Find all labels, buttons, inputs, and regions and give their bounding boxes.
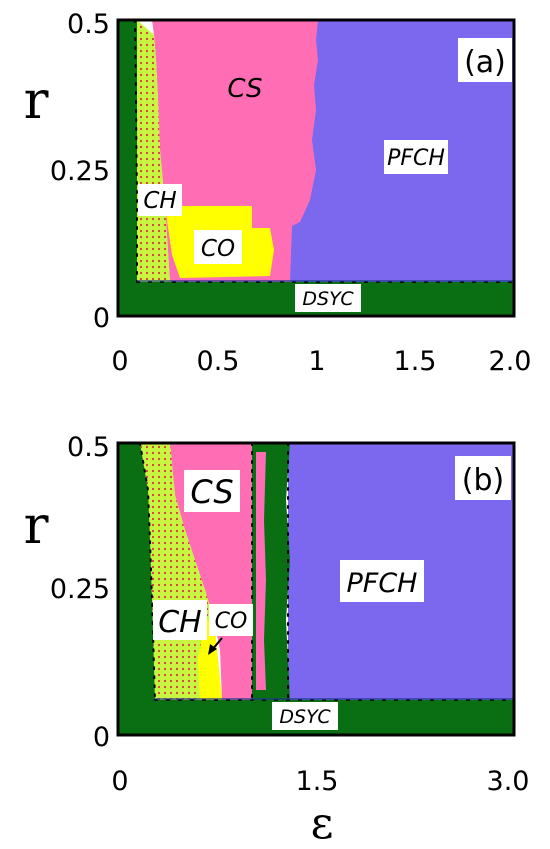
panel-b-region-dsyc bbox=[118, 443, 514, 735]
panel-b-label-co: CO bbox=[215, 609, 248, 634]
panel-b-ytick-label: 0.5 bbox=[67, 432, 110, 463]
panel-a-y-ticks: 0 0.25 0.5 bbox=[50, 9, 110, 334]
panel-b-regions bbox=[118, 443, 514, 735]
panel-b-x-ticks: 0 1.5 3.0 bbox=[111, 766, 529, 797]
panel-a-xtick-label: 1.5 bbox=[394, 346, 437, 377]
panel-a-xtick-label: 1 bbox=[308, 346, 325, 377]
panel-b-label-dsyc-box bbox=[272, 702, 338, 730]
panel-b-label-cs: CS bbox=[190, 473, 233, 511]
panel-a-label-pfch: PFCH bbox=[387, 146, 445, 171]
panel-b-label-ch: CH bbox=[158, 605, 202, 640]
panel-b-xtick-label: 3.0 bbox=[487, 766, 530, 797]
panel-a-label-dsyc-box bbox=[295, 284, 361, 312]
panel-a-label-co-box bbox=[194, 230, 242, 264]
panel-b-frame bbox=[116, 441, 516, 737]
panel-a-label-ch: CH bbox=[143, 188, 176, 214]
panel-b-ytick-label: 0.25 bbox=[50, 574, 110, 605]
panel-a-region-dsyc bbox=[118, 20, 514, 316]
panel-a-label-ch-box bbox=[138, 184, 182, 216]
panel-b-co-arrowhead bbox=[208, 644, 217, 655]
panel-a-label-cs: CS bbox=[227, 74, 262, 104]
panel-b-label-cs-box bbox=[184, 470, 240, 512]
panel-b-xtick-label: 1.5 bbox=[296, 766, 339, 797]
panel-a-ytick-label: 0.5 bbox=[67, 9, 110, 40]
panel-a-xtick-label: 2.0 bbox=[489, 346, 532, 377]
panel-b-y-ticks: 0 0.25 0.5 bbox=[50, 432, 110, 753]
panel-b-panel-label: (b) bbox=[462, 463, 504, 498]
panel-b-xtick-label: 0 bbox=[111, 766, 128, 797]
panel-a-region-labels: CS PFCH CH CO DSYC bbox=[138, 70, 448, 312]
panel-a-xtick-label: 0.5 bbox=[197, 346, 240, 377]
panel-b-region-cs-strip bbox=[256, 452, 266, 690]
panel-a-label-co: CO bbox=[201, 236, 235, 262]
panel-a-x-ticks: 0 0.5 1 1.5 2.0 bbox=[111, 346, 531, 377]
panel-b-region-labels: CS PFCH CH CO DSYC bbox=[153, 470, 424, 730]
panel-b-xlabel: ε bbox=[311, 798, 334, 849]
panel-b-label-dsyc: DSYC bbox=[279, 706, 331, 728]
panel-a-region-ch-dots bbox=[137, 20, 170, 282]
panel-b: CS PFCH CH CO DSYC (b) 0 0.25 0.5 r 0 1.… bbox=[24, 432, 530, 849]
panel-a-frame bbox=[116, 18, 516, 318]
panel-a-ylabel: r bbox=[24, 71, 49, 131]
panel-a-panel-label: (a) bbox=[464, 45, 506, 80]
panel-b-label-ch-box bbox=[153, 600, 207, 640]
panel-b-ylabel: r bbox=[24, 496, 49, 556]
panel-a-ytick-label: 0 bbox=[93, 303, 110, 334]
panel-b-label-co-box bbox=[209, 604, 253, 636]
panel-a: CS PFCH CH CO DSYC (a) 0 0.25 0.5 r 0 0.… bbox=[24, 9, 532, 377]
panel-b-label-pfch-box bbox=[340, 560, 424, 602]
panel-a-label-dsyc: DSYC bbox=[302, 288, 354, 310]
panel-b-ytick-label: 0 bbox=[93, 722, 110, 753]
panel-a-regions bbox=[118, 20, 514, 316]
panel-a-ytick-label: 0.25 bbox=[50, 156, 110, 187]
panel-a-xtick-label: 0 bbox=[111, 346, 128, 377]
panel-b-label-box bbox=[455, 456, 511, 500]
panel-b-label-pfch: PFCH bbox=[347, 568, 418, 599]
panel-a-label-pfch-box bbox=[384, 140, 448, 174]
panel-a-boundaries bbox=[134, 19, 515, 283]
panel-a-label-box bbox=[458, 38, 512, 82]
